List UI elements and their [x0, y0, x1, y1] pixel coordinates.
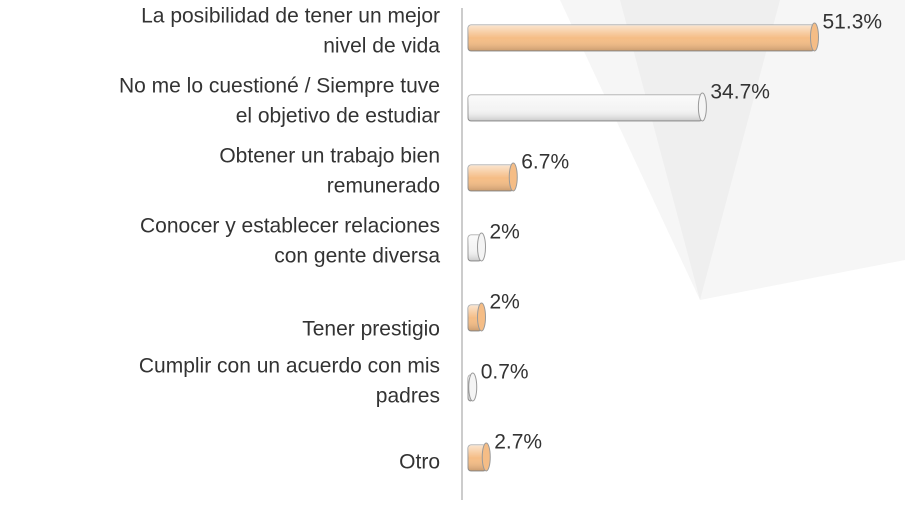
category-label: Tener prestigio [302, 318, 440, 341]
value-label: 6.7% [521, 151, 569, 174]
category-label: La posibilidad de tener un mejor [141, 5, 440, 28]
bar-cap [508, 162, 518, 192]
category-label: remunerado [327, 175, 440, 198]
bar-cap [697, 92, 707, 122]
value-label: 2.7% [494, 431, 542, 454]
bar-cap [481, 442, 491, 472]
value-label: 2% [490, 221, 520, 244]
value-label: 34.7% [710, 81, 770, 104]
background-shape [620, 0, 780, 300]
bar-cap [810, 22, 819, 52]
value-label: 2% [490, 291, 520, 314]
category-label: Otro [399, 451, 440, 474]
category-label: Cumplir con un acuerdo con mis [139, 355, 440, 378]
category-label: Obtener un trabajo bien [219, 145, 440, 168]
bar-shade [468, 25, 815, 51]
bar-cap [477, 232, 487, 262]
category-label: padres [376, 385, 440, 408]
category-label: No me lo cuestioné / Siempre tuve [119, 75, 440, 98]
bar-shade [468, 445, 487, 471]
category-label: nivel de vida [323, 35, 440, 58]
category-label: con gente diversa [274, 245, 440, 268]
bar-shade [468, 165, 514, 191]
category-label: Conocer y establecer relaciones [140, 215, 440, 238]
bar-cap [468, 372, 478, 402]
bar-cap [477, 302, 487, 332]
category-label: el objetivo de estudiar [236, 105, 440, 128]
value-label: 51.3% [823, 11, 883, 34]
value-label: 0.7% [481, 361, 529, 384]
bar-shade [468, 95, 703, 121]
